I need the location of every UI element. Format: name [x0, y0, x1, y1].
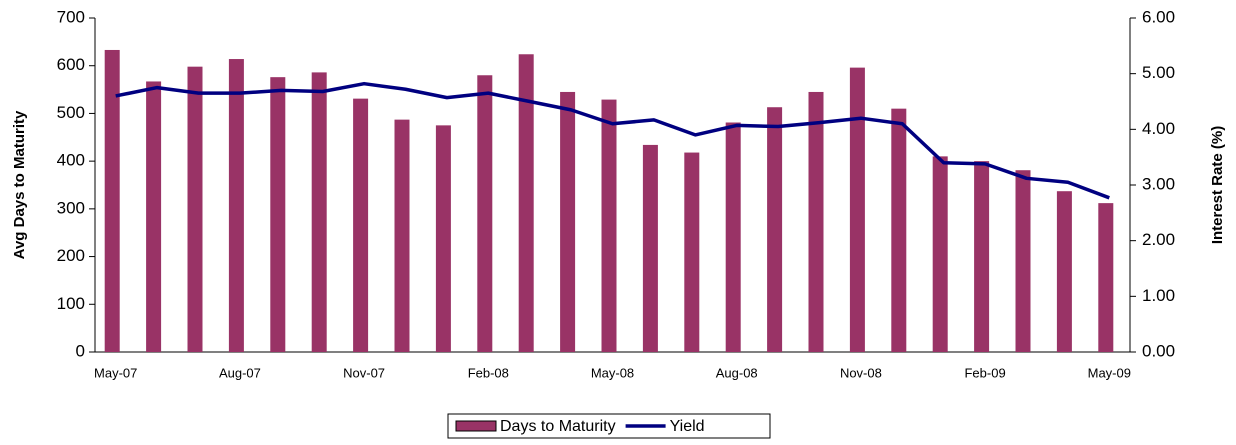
- bar: [891, 108, 907, 353]
- y2-tick-label: 5.00: [1142, 63, 1175, 82]
- bar: [1015, 170, 1031, 352]
- bar: [187, 66, 203, 352]
- bar: [270, 77, 286, 352]
- bar: [228, 59, 244, 352]
- x-tick-label: Aug-08: [716, 365, 758, 380]
- y-tick-label: 200: [57, 246, 85, 265]
- y2-tick-label: 3.00: [1142, 174, 1175, 193]
- x-tick-label: Aug-07: [219, 365, 261, 380]
- bar: [104, 49, 120, 353]
- bar: [477, 75, 493, 352]
- bar: [725, 122, 741, 352]
- y2-tick-label: 6.00: [1142, 7, 1175, 26]
- y2-axis-label: Interest Rate (%): [1209, 126, 1226, 244]
- y-tick-label: 400: [57, 151, 85, 170]
- bar: [394, 119, 410, 352]
- y2-tick-label: 2.00: [1142, 230, 1175, 249]
- x-tick-label: May-08: [591, 365, 634, 380]
- y-tick-label: 300: [57, 198, 85, 217]
- bar: [601, 99, 617, 352]
- legend-swatch: [455, 420, 497, 432]
- y-tick-label: 100: [57, 294, 85, 313]
- x-tick-label: Feb-08: [468, 365, 509, 380]
- bar: [560, 91, 576, 352]
- legend-label: Days to Maturity: [500, 418, 616, 435]
- legend-box: [447, 413, 771, 439]
- line: [115, 81, 1110, 200]
- bar: [974, 161, 990, 352]
- bar: [353, 98, 369, 352]
- bar: [1098, 203, 1114, 352]
- bar: [518, 54, 534, 353]
- y-axis-label: Avg Days to Maturity: [11, 110, 28, 259]
- x-tick-label: May-09: [1088, 365, 1131, 380]
- x-tick-label: Nov-08: [840, 365, 882, 380]
- x-tick-label: May-07: [94, 365, 137, 380]
- y-tick-label: 0: [76, 341, 85, 360]
- y2-tick-label: 0.00: [1142, 341, 1175, 360]
- y-tick-label: 600: [57, 55, 85, 74]
- bar: [311, 72, 327, 352]
- bar: [1056, 191, 1072, 352]
- y-tick-label: 700: [57, 7, 85, 26]
- legend-label: Yield: [670, 418, 705, 435]
- bar: [146, 81, 162, 353]
- x-tick-label: Feb-09: [964, 365, 1005, 380]
- bar: [932, 156, 948, 352]
- bar: [767, 107, 783, 353]
- bar: [849, 67, 865, 352]
- bar: [435, 125, 451, 352]
- y2-tick-label: 1.00: [1142, 286, 1175, 305]
- y-tick-label: 500: [57, 103, 85, 122]
- x-tick-label: Nov-07: [343, 365, 385, 380]
- bar: [642, 144, 658, 352]
- bar: [808, 91, 824, 352]
- bar: [684, 152, 700, 352]
- y2-tick-label: 4.00: [1142, 119, 1175, 138]
